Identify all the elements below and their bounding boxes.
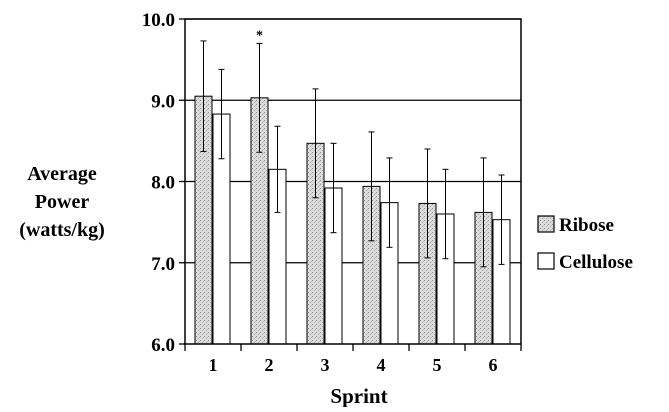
legend-label-cellulose: Cellulose xyxy=(559,252,633,273)
y-axis-label: Power xyxy=(35,191,90,213)
bars xyxy=(194,40,511,345)
y-tick-label: 7.0 xyxy=(151,254,175,275)
significance-marker: * xyxy=(256,28,263,43)
y-axis-label: (watts/kg) xyxy=(19,219,105,241)
y-axis-label: Average xyxy=(27,163,97,185)
axes xyxy=(179,18,522,351)
legend: Ribose Cellulose xyxy=(537,215,633,273)
x-tick-label: 5 xyxy=(433,355,442,375)
labels: * 6.0 7.0 8.0 9.0 10.0 1 2 3 4 5 6 Sprint Average Powe… xyxy=(19,10,498,408)
y-tick-label: 10.0 xyxy=(142,10,175,31)
legend-label-ribose: Ribose xyxy=(559,215,614,236)
x-axis-label: Sprint xyxy=(330,384,387,407)
y-tick-label: 9.0 xyxy=(151,91,175,112)
y-tick-label: 6.0 xyxy=(151,335,175,356)
x-tick-label: 1 xyxy=(209,355,218,375)
grid-lines xyxy=(185,18,521,264)
legend-swatch-cellulose xyxy=(537,252,555,270)
x-tick-label: 2 xyxy=(265,355,274,375)
x-tick-label: 4 xyxy=(377,355,386,375)
legend-swatch-ribose xyxy=(537,215,555,233)
x-tick-label: 3 xyxy=(321,355,330,375)
x-tick-label: 6 xyxy=(489,355,498,375)
y-tick-label: 8.0 xyxy=(151,173,175,194)
